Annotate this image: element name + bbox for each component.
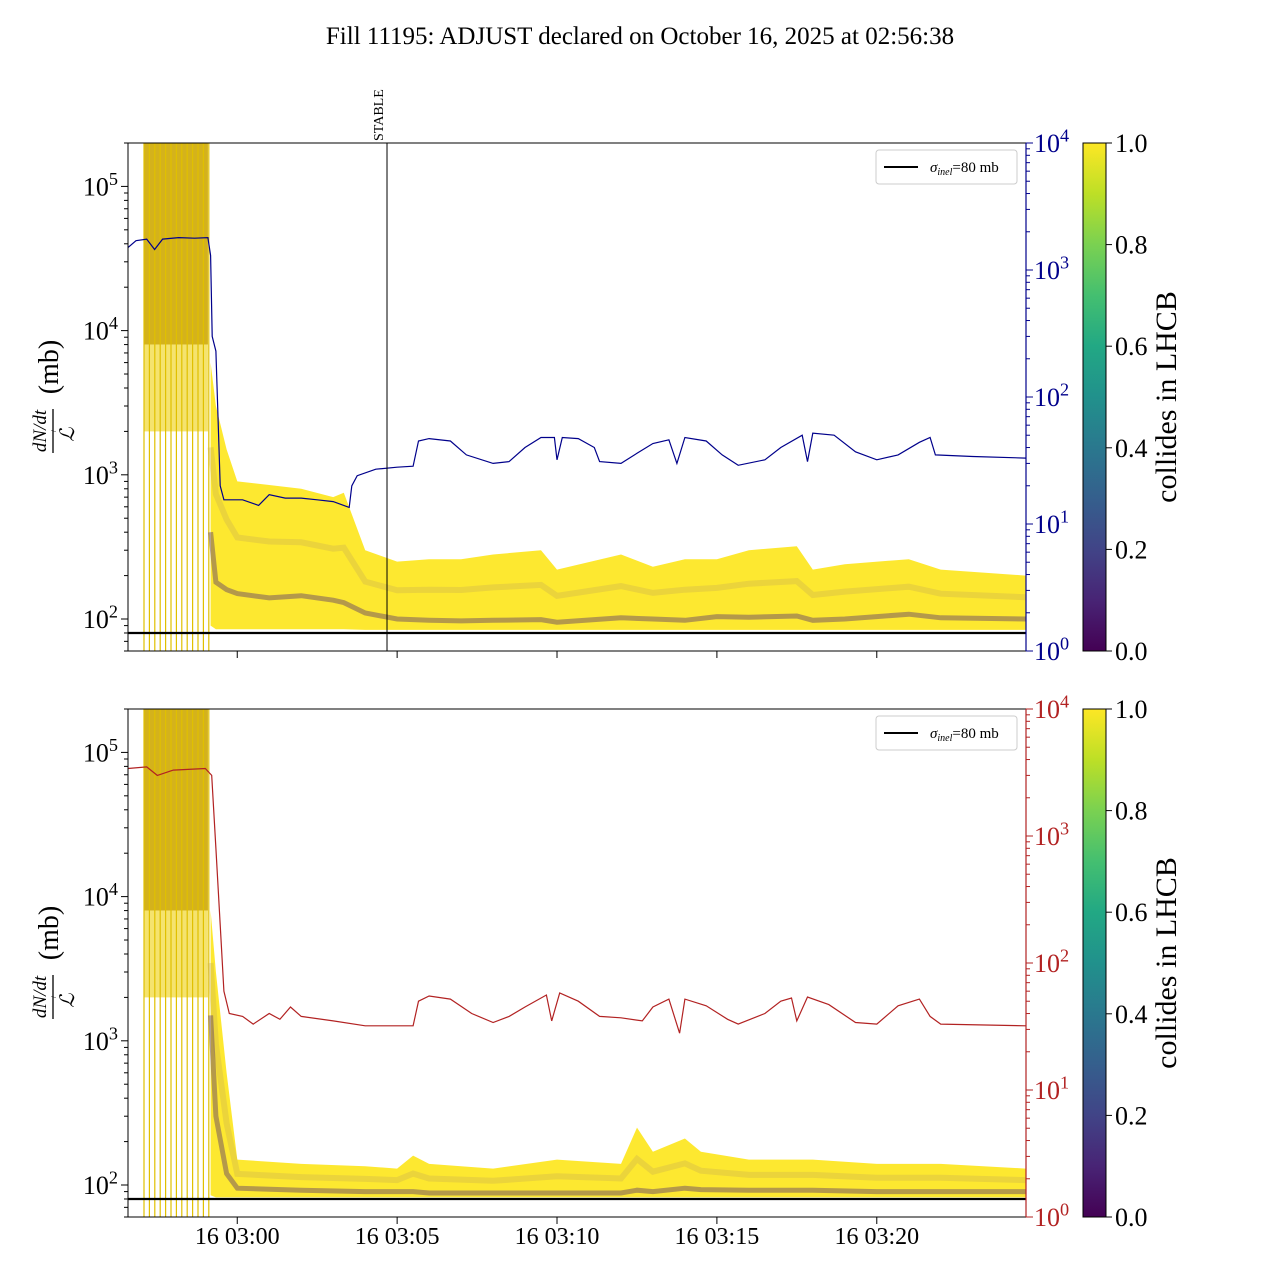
legend-label: σinel=80 mb <box>930 726 999 744</box>
bunch-band <box>210 910 1026 1198</box>
legend: σinel=80 mb <box>875 149 1018 185</box>
y-axis-label: dN/dt / ℒ (mb) <box>30 906 81 1019</box>
y-axis-label-text: dN/dt / ℒ (mb) <box>30 340 81 452</box>
colorbar-gradient <box>1082 708 1107 1218</box>
x-tick-label: 16 03:15 <box>675 1224 760 1250</box>
colorbar-label: collides in LHCB <box>1150 857 1183 1069</box>
stable-marker-label: STABLE <box>372 89 387 141</box>
plot-area <box>128 709 1026 1217</box>
x-tick-label: 16 03:05 <box>355 1224 440 1250</box>
y-label-unit: (mb) <box>34 906 65 960</box>
right-y-tick-label: 101 <box>1034 1073 1069 1105</box>
colorbar-tick-label: 0.6 <box>1115 898 1148 927</box>
legend-subscript: inel <box>937 167 952 178</box>
y-tick-label: 104 <box>83 313 118 345</box>
colorbar-tick-label: 0.0 <box>1115 637 1148 666</box>
colorbar-tick-label: 0.2 <box>1115 1101 1148 1130</box>
x-tick-label: 16 03:20 <box>834 1224 919 1250</box>
colorbar: 0.0 0.2 0.4 0.6 0.8 1.0 collides in LHCB <box>1082 695 1183 1232</box>
x-tick-label: 16 03:10 <box>515 1224 600 1250</box>
colorbar-tick-label: 0.6 <box>1115 332 1148 361</box>
colorbar-tick-label: 0.4 <box>1115 1000 1148 1029</box>
colorbar-gradient <box>1082 142 1107 652</box>
y-label-numerator: dN/dt <box>30 409 51 452</box>
legend-value: =80 mb <box>952 160 998 176</box>
colorbar-label: collides in LHCB <box>1150 291 1183 503</box>
right-y-tick-label: 100 <box>1034 1200 1069 1232</box>
y-label-space <box>50 420 81 427</box>
y-tick-label: 102 <box>83 602 118 634</box>
figure-title: Fill 11195: ADJUST declared on October 1… <box>326 23 954 50</box>
rate-series-line <box>128 766 1026 1034</box>
bunch-mid <box>207 447 1026 601</box>
right-y-tick-label: 101 <box>1034 507 1069 539</box>
y-tick-label: 104 <box>83 879 118 911</box>
colorbar-tick-label: 0.0 <box>1115 1203 1148 1232</box>
legend-box <box>875 149 1018 185</box>
y-label-numerator: dN/dt <box>30 975 51 1018</box>
y-tick-label: 103 <box>83 1023 118 1055</box>
colorbar-tick-label: 1.0 <box>1115 695 1148 724</box>
x-tick-label: 16 03:00 <box>195 1224 280 1250</box>
bunch-mid <box>207 962 1026 1184</box>
bunch-core <box>208 531 1026 625</box>
panel-bottom: 102 103 104 105 100 101 102 103 104 16 03:00 16 03… <box>30 692 1183 1250</box>
rate-series-line <box>128 236 1026 509</box>
y-tick-label: 105 <box>83 169 118 201</box>
legend: σinel=80 mb <box>875 715 1018 751</box>
colorbar-tick-label: 1.0 <box>1115 129 1148 158</box>
colorbar: 0.0 0.2 0.4 0.6 0.8 1.0 collides in LHCB <box>1082 129 1183 666</box>
y-tick-label: 103 <box>83 457 118 489</box>
y-axis-label-text: dN/dt / ℒ (mb) <box>30 906 81 1018</box>
y-label-denominator: ℒ <box>57 993 79 1008</box>
legend-sigma: σ <box>930 160 938 176</box>
y-axis-label: dN/dt / ℒ (mb) <box>30 340 81 453</box>
colorbar-tick-label: 0.2 <box>1115 535 1148 564</box>
y-label-denominator: ℒ <box>57 427 79 442</box>
legend-subscript: inel <box>937 733 952 744</box>
y-label-fraction-separator: / <box>50 428 58 433</box>
legend-box <box>875 715 1018 751</box>
right-y-tick-label: 102 <box>1034 380 1069 412</box>
bunch-band <box>210 362 1026 630</box>
right-y-tick-label: 104 <box>1034 692 1069 724</box>
colorbar-tick-label: 0.4 <box>1115 434 1148 463</box>
right-y-tick-label: 103 <box>1034 253 1069 285</box>
axes-frame <box>127 708 1027 1218</box>
bunch-core <box>208 1015 1026 1196</box>
right-y-tick-label: 104 <box>1034 126 1069 158</box>
legend-sigma: σ <box>930 726 938 742</box>
y-tick-label: 105 <box>83 735 118 767</box>
right-y-tick-label: 100 <box>1034 634 1069 666</box>
right-y-tick-label: 102 <box>1034 946 1069 978</box>
y-tick-label: 102 <box>83 1168 118 1200</box>
legend-value: =80 mb <box>952 726 998 742</box>
right-y-tick-label: 103 <box>1034 819 1069 851</box>
y-label-unit: (mb) <box>34 340 65 394</box>
y-label-fraction-separator: / <box>50 994 58 999</box>
colorbar-tick-label: 0.8 <box>1115 797 1148 826</box>
colorbar-tick-label: 0.8 <box>1115 231 1148 260</box>
plot-area <box>128 143 1026 651</box>
y-label-space <box>50 986 81 993</box>
legend-label: σinel=80 mb <box>930 160 999 178</box>
